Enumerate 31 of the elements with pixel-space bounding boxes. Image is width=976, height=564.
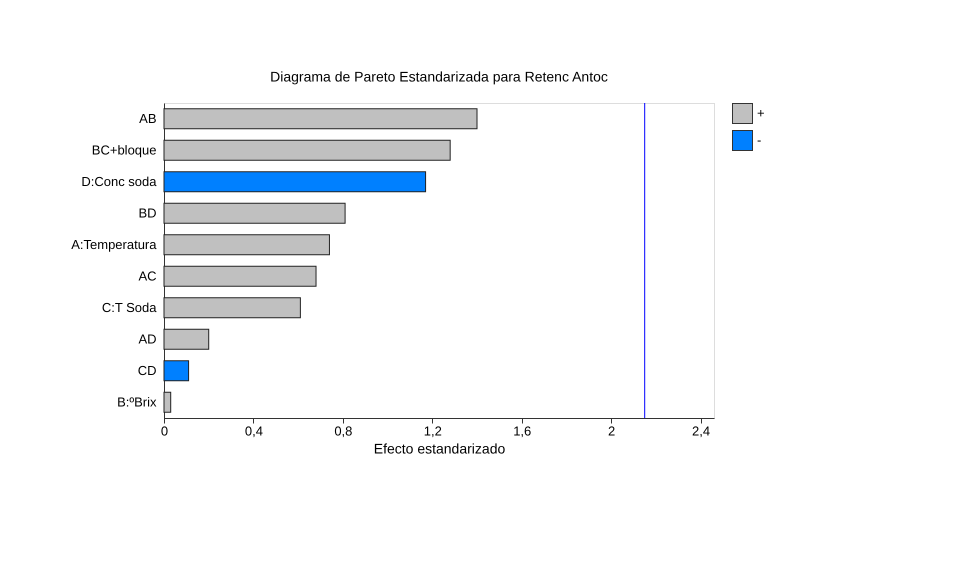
y-tick-label: AC: [138, 268, 156, 284]
y-tick-label: A:Temperatura: [71, 236, 158, 252]
bar: [164, 234, 330, 256]
bar: [164, 171, 426, 192]
x-tick-label: 2: [608, 424, 616, 438]
y-tick-label: BD: [138, 205, 156, 220]
y-tick-label: D:Conc soda: [81, 174, 158, 189]
bar: [164, 360, 190, 382]
legend-label: +: [757, 106, 765, 120]
legend-label: -: [757, 132, 762, 148]
y-tick-label: B:ºBrix: [117, 394, 157, 410]
x-tick-label: 0,8: [334, 424, 352, 438]
x-tick-label: 2,4: [692, 424, 710, 438]
y-tick-label: C:T Soda: [102, 300, 158, 315]
bar: [164, 108, 478, 130]
y-tick-label: BC+bloque: [92, 142, 156, 158]
y-tick-label: AB: [139, 110, 156, 126]
bar: [164, 297, 301, 318]
bar: [164, 328, 210, 350]
bar: [164, 202, 346, 224]
bar: [164, 140, 451, 161]
bar: [164, 392, 172, 413]
y-tick-label: AD: [138, 331, 156, 346]
x-tick-label: 0: [160, 424, 168, 438]
y-tick-label: CD: [138, 362, 156, 378]
x-tick-label: 0,4: [244, 424, 263, 438]
bar: [164, 266, 317, 287]
x-axis-title: Efecto estandarizado: [374, 440, 506, 456]
x-tick-label: 1,2: [424, 424, 442, 438]
x-tick-label: 1,6: [513, 424, 532, 438]
chart-title: Diagrama de Pareto Estandarizada para Retenc Antoc: [270, 68, 608, 84]
